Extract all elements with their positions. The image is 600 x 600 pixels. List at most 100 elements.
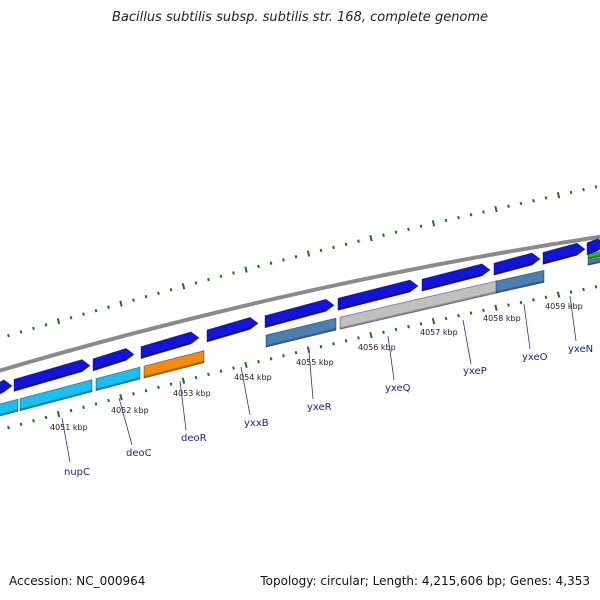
steel-feature[interactable] [265,317,337,348]
inner-tick [257,360,260,364]
cds-feature-shadow [207,327,250,342]
inner-tick [181,377,186,384]
cds-feature-shadow [338,290,410,311]
outer-tick [181,283,186,290]
orange-feature-shadow [144,360,204,379]
inner-tick [194,375,198,380]
inner-tick [207,372,210,377]
inner-tick [431,317,436,325]
kbp-label: 4051 kbp [50,423,88,432]
outer-tick [394,230,398,234]
gene-features [0,238,600,417]
outer-tick [56,318,61,325]
inner-tick [394,327,398,332]
outer-tick [532,198,535,203]
outer-tick [44,323,48,327]
inner-tick [357,336,360,340]
outer-tick [157,291,160,295]
green-feature[interactable] [587,250,600,260]
inner-tick [44,415,48,420]
outer-tick [132,298,135,302]
steel-feature[interactable] [587,256,600,266]
cyan-feature[interactable] [19,379,93,412]
cds-feature[interactable] [0,379,13,396]
inner-tick [32,419,35,423]
cds-feature[interactable] [13,359,91,392]
outer-tick [382,233,385,237]
cds-feature[interactable] [421,263,491,292]
cds-feature[interactable] [140,331,200,360]
gene-label[interactable]: yxeN [568,344,593,355]
outer-tick [282,258,285,262]
genome-summary: Topology: circular; Length: 4,215,606 bp… [260,574,590,588]
gene-label[interactable]: yxxB [244,418,269,429]
outer-tick [232,271,235,275]
outer-tick-ring [7,185,598,338]
map-title: Bacillus subtilis subsp. subtilis str. 1… [111,10,489,25]
inner-tick [232,366,235,370]
cds-feature[interactable] [264,298,335,329]
accession-text: Accession: NC_000964 [9,574,146,588]
inner-tick [419,322,423,326]
outer-tick [569,190,573,195]
inner-tick [282,353,285,358]
outer-tick [69,316,73,320]
cds-feature[interactable] [337,279,419,311]
cds-feature[interactable] [92,347,135,372]
inner-tick [507,303,510,307]
gene-label[interactable]: deoR [181,433,207,444]
cyan-feature[interactable] [95,366,141,392]
cds-feature-shadow [14,369,82,392]
outer-tick [144,294,148,299]
kbp-label: 4059 kbp [545,302,583,311]
inner-tick [69,408,73,413]
inner-tick [132,392,135,396]
outer-tick [219,274,223,278]
outer-tick [357,239,360,243]
gene-label[interactable]: yxeO [522,352,548,363]
outer-tick [582,187,585,192]
outer-tick [94,308,98,313]
leader-line [179,380,187,431]
outer-tick [507,204,510,208]
outer-tick [444,218,448,223]
gene-label[interactable]: yxeQ [385,383,411,394]
inner-tick [94,402,98,406]
cds-feature[interactable] [586,238,600,256]
cds-feature[interactable] [493,252,541,276]
outer-tick [494,205,498,213]
outer-tick [332,245,335,250]
outer-tick [207,277,210,282]
kbp-label: 4053 kbp [173,389,211,398]
inner-tick [444,316,448,321]
outer-tick [556,191,561,199]
outer-tick [594,185,598,189]
inner-tick [294,350,298,355]
label-leaders [61,295,577,463]
cds-feature[interactable] [206,316,259,343]
inner-tick [269,357,273,361]
steel-feature[interactable] [495,269,545,294]
cds-feature[interactable] [542,242,586,265]
outer-tick [82,312,85,316]
cds-feature-shadow [543,253,577,265]
kbp-label: 4056 kbp [358,343,396,352]
inner-tick [457,313,460,318]
orange-feature[interactable] [143,350,205,379]
outer-tick [431,220,436,227]
inner-tick [169,382,173,386]
inner-tick [157,385,160,390]
kbp-label: 4057 kbp [420,328,458,337]
gene-label[interactable]: deoC [126,448,152,459]
gene-label[interactable]: yxeP [463,366,487,377]
cyan-feature-shadow [96,377,140,391]
gene-label[interactable]: yxeR [307,402,332,413]
inner-tick [56,410,61,418]
gene-label[interactable]: nupC [64,467,90,478]
inner-tick [82,405,85,410]
inner-tick [544,295,548,299]
leader-line [569,295,577,342]
cyan-feature[interactable] [0,398,19,417]
outer-tick [169,288,173,292]
